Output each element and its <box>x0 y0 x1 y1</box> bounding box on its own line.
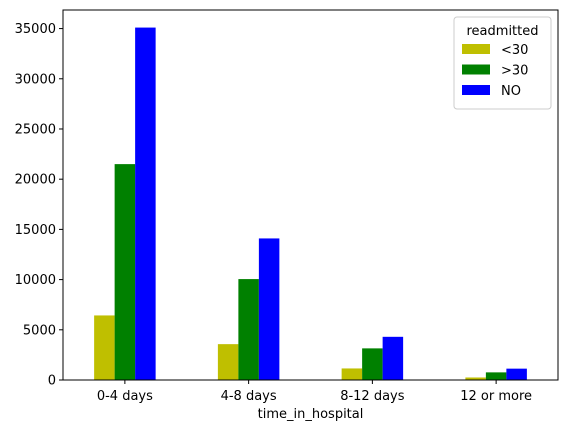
x-axis-label: time_in_hospital <box>258 407 364 422</box>
x-tick-label: 0-4 days <box>97 389 153 404</box>
bar-1-1 <box>94 315 115 380</box>
legend-swatch <box>462 85 490 95</box>
x-tick-label: 12 or more <box>460 389 532 404</box>
plot-area <box>62 9 559 381</box>
bar-2-3 <box>362 348 383 380</box>
bar-2-4 <box>485 372 507 380</box>
bar-3-3 <box>382 336 404 380</box>
y-axis: 0 5000 10000 15000 20000 25000 30000 35000 <box>15 22 63 389</box>
y-tick-label: 25000 <box>15 122 56 137</box>
legend-swatch <box>462 44 490 54</box>
x-tick-label: 8-12 days <box>340 389 405 404</box>
axes-frame <box>62 9 559 381</box>
bar-3-1 <box>135 27 156 380</box>
x-axis: 0-4 days 4-8 days 8-12 days 12 or more <box>97 380 532 404</box>
x-tick-label: 4-8 days <box>221 389 277 404</box>
legend-title: readmitted <box>467 24 539 39</box>
legend-label: <30 <box>501 43 528 58</box>
y-tick-label: 30000 <box>15 72 56 87</box>
legend-entries: <30 >30 NO <box>462 43 528 99</box>
bar-1-3 <box>341 368 363 380</box>
bar-1-4 <box>465 377 486 380</box>
bar-2-2 <box>238 279 259 380</box>
legend-label: NO <box>501 84 521 99</box>
legend-label: >30 <box>501 64 528 79</box>
bars <box>94 27 527 380</box>
bar-3-2 <box>258 238 280 380</box>
y-tick-label: 5000 <box>23 323 56 338</box>
bar-3-4 <box>506 368 527 380</box>
y-tick-label: 0 <box>48 374 56 389</box>
y-tick-label: 15000 <box>15 223 56 238</box>
bar-1-2 <box>217 344 239 380</box>
legend-swatch <box>462 64 490 75</box>
bar-2-1 <box>114 164 136 380</box>
y-tick-label: 10000 <box>15 273 56 288</box>
y-tick-label: 20000 <box>15 173 56 188</box>
legend: readmitted <30 >30 NO <box>453 16 552 110</box>
y-tick-label: 35000 <box>15 22 56 37</box>
